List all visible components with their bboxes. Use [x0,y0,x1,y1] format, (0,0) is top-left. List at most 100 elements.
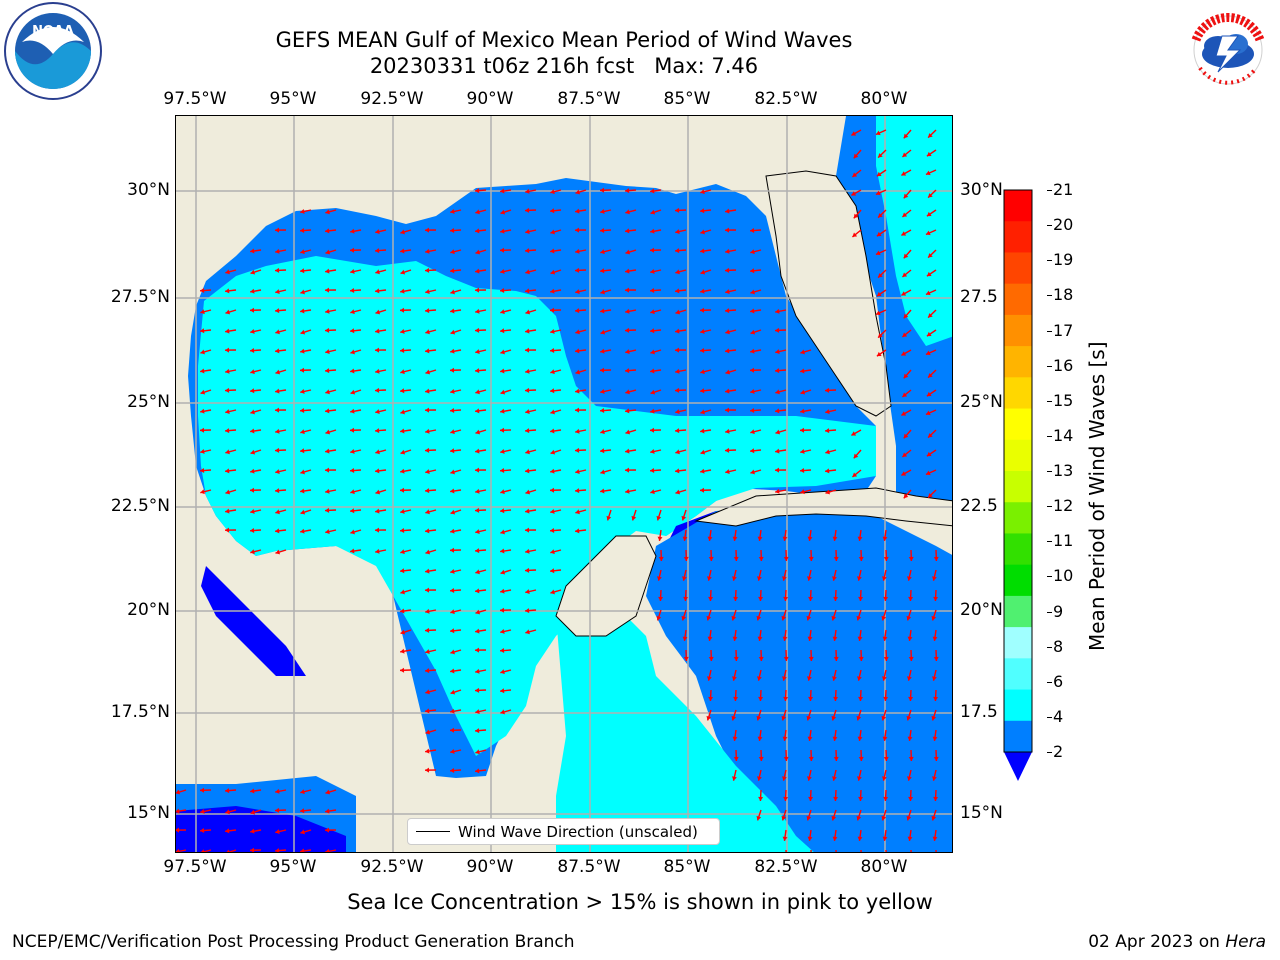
wind-wave-arrow [224,288,237,294]
colorbar-segment [1004,221,1032,253]
wind-wave-arrow [756,809,762,821]
wind-wave-arrow [499,467,512,473]
wind-wave-arrow [474,768,487,774]
wind-wave-arrow [750,469,762,475]
wind-wave-arrow [831,809,837,821]
wind-wave-arrow [300,829,312,835]
wind-wave-arrow [902,269,912,278]
wind-wave-arrow [225,328,237,334]
wind-wave-arrow [500,228,512,234]
wind-wave-arrow [475,349,487,355]
wind-wave-arrow [425,248,437,254]
wind-wave-arrow [300,488,312,494]
wind-wave-arrow [425,729,437,735]
wind-wave-arrow [374,527,387,533]
wind-wave-arrow [625,249,637,255]
wind-wave-arrow [901,289,912,296]
wind-wave-arrow [800,349,812,355]
wind-wave-arrow [399,667,412,673]
wind-wave-arrow [425,549,437,555]
wind-wave-arrow [300,469,312,475]
wind-wave-arrow [374,428,387,434]
wind-wave-arrow [781,769,787,781]
wind-wave-arrow [475,749,487,755]
wind-wave-arrow [775,488,787,494]
sea-ice-note: Sea Ice Concentration > 15% is shown in … [347,890,933,914]
wind-wave-arrow [324,287,337,293]
wind-wave-arrow [575,248,587,254]
wind-wave-arrow [524,387,537,393]
chart-subtitle: 20230331 t06z 216h fcst Max: 7.46 [369,54,759,78]
wind-wave-arrow [424,488,437,494]
wind-wave-arrow [550,229,562,235]
colorbar-tick-label: 2 [1047,742,1063,761]
wind-wave-arrow [550,409,562,415]
wind-wave-arrow [450,329,462,335]
wind-wave-arrow [700,288,712,294]
wind-wave-arrow [877,269,887,279]
wind-wave-arrow [449,367,462,373]
wind-wave-arrow [550,189,562,195]
wind-wave-arrow [902,329,912,338]
wind-wave-arrow [931,609,937,621]
wind-wave-arrow [725,248,737,254]
wind-wave-arrow [831,569,837,581]
wind-wave-arrow [449,628,462,634]
wind-wave-arrow [901,229,912,236]
wind-wave-arrow [808,549,814,562]
wind-wave-arrow [425,469,437,475]
colorbar-tick-label: 4 [1047,707,1063,726]
wind-wave-arrow [706,609,712,621]
wind-wave-arrow [274,267,287,273]
wind-wave-arrow [674,248,687,254]
wind-wave-arrow [758,749,764,762]
wind-wave-arrow [224,828,237,834]
wind-wave-arrow [424,447,437,453]
wind-wave-arrow [901,169,912,176]
wind-wave-arrow [700,449,712,455]
wind-wave-arrow [550,549,562,555]
wind-wave-arrow [700,229,712,235]
wind-wave-arrow [400,248,412,254]
wind-wave-arrow [375,489,387,495]
wind-wave-arrow [624,327,637,333]
wind-wave-arrow [700,189,712,195]
wind-wave-arrow [625,349,637,355]
wind-wave-arrow [300,429,312,435]
wind-wave-arrow [783,589,789,602]
map-legend: Wind Wave Direction (unscaled) [407,818,720,845]
wind-wave-arrow [250,809,262,815]
footer-machine: Hera [1225,932,1266,952]
wind-wave-arrow [600,389,612,394]
colorbar-segment [1004,502,1032,534]
wind-wave-arrow [525,269,537,275]
wind-wave-arrow [425,608,437,614]
wind-wave-arrow [500,569,512,575]
wind-wave-arrow [883,749,889,762]
wind-wave-arrow [575,289,587,295]
wind-wave-arrow [200,849,212,852]
wind-wave-arrow [499,328,512,334]
colorbar-tick-label: 8 [1047,637,1063,656]
lat-tick-right: 20°N [960,600,1003,620]
wind-wave-arrow [783,789,789,802]
wind-wave-arrow [657,529,663,541]
gulf-cyan-region [198,256,876,756]
wind-wave-arrow [785,849,787,852]
wind-wave-arrow [927,369,937,379]
wind-wave-arrow [275,549,287,555]
wind-wave-arrow [756,609,762,621]
wind-wave-arrow [775,448,787,454]
wind-wave-arrow [674,207,687,213]
wind-wave-arrow [832,629,838,641]
wind-wave-arrow [400,369,412,375]
wind-wave-arrow [475,448,487,454]
wind-wave-arrow [399,487,412,493]
wind-wave-arrow [424,668,437,674]
wind-wave-arrow [935,849,937,852]
colorbar-segment [1004,595,1032,628]
wind-wave-arrow [781,569,787,581]
wind-wave-arrow [549,568,562,574]
wind-wave-arrow [757,529,763,541]
wind-wave-arrow [883,549,889,562]
